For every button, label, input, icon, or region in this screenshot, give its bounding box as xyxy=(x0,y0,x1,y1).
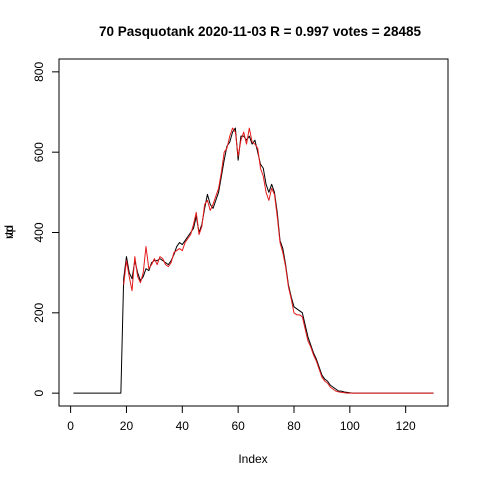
chart-title: 70 Pasquotank 2020-11-03 R = 0.997 votes… xyxy=(99,24,421,39)
y-axis-label: vp rtd xyxy=(2,225,16,239)
y-axis: 0 200 400 600 800 xyxy=(32,62,60,396)
x-axis: 0 20 40 60 80 100 120 xyxy=(67,405,416,433)
series-line-1 xyxy=(73,127,434,394)
series-layer xyxy=(73,127,434,394)
y-tick-label: 800 xyxy=(32,62,46,82)
y-tick-label: 600 xyxy=(32,142,46,162)
x-tick-label: 60 xyxy=(231,419,245,433)
x-tick-label: 80 xyxy=(287,419,301,433)
y-axis-label-text-1: vp xyxy=(2,225,16,238)
series-line-2 xyxy=(123,127,434,394)
y-tick-label: 200 xyxy=(32,302,46,322)
plot-frame xyxy=(58,58,449,407)
x-tick-label: 100 xyxy=(340,419,360,433)
y-tick-label: 0 xyxy=(32,389,46,396)
y-tick-label: 400 xyxy=(32,222,46,242)
x-tick-label: 120 xyxy=(396,419,416,433)
x-tick-label: 40 xyxy=(176,419,190,433)
x-axis-label: Index xyxy=(238,452,267,466)
y-axis-label-text-2: rtd xyxy=(2,225,16,239)
x-tick-label: 20 xyxy=(120,419,134,433)
x-tick-label: 0 xyxy=(67,419,74,433)
